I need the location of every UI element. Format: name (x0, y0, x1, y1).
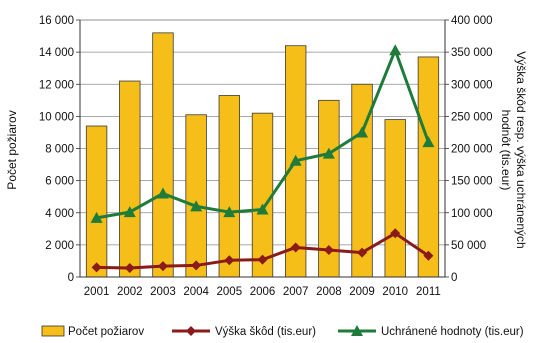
x-tick-label: 2011 (416, 286, 441, 298)
x-tick-label: 2004 (183, 286, 209, 298)
point-saved (422, 136, 435, 148)
x-tick-label: 2009 (349, 286, 375, 298)
x-tick-label: 2003 (150, 286, 176, 298)
point-damage (257, 254, 268, 265)
point-damage (191, 260, 202, 271)
x-tick-label: 2008 (316, 286, 342, 298)
point-damage (390, 228, 401, 239)
axes: 0 2 000 4 000 6 000 8 000 10 000 12 000 14 000 1… (39, 15, 493, 298)
right-tick-label: 100 000 (451, 208, 493, 220)
bar-pocet-poziarov (185, 114, 207, 278)
bar-pocet-poziarov (119, 80, 141, 278)
left-axis-title: Počet požiarov (5, 110, 19, 189)
right-tick-label: 250 000 (451, 111, 493, 123)
right-tick-label: 50 000 (451, 240, 486, 252)
point-damage (91, 262, 102, 273)
x-tick-label: 2010 (382, 286, 408, 298)
right-tick-label: 0 (451, 272, 457, 284)
point-damage (224, 255, 235, 266)
legend-bar-swatch (41, 325, 65, 337)
point-damage (323, 245, 334, 256)
point-saved (356, 126, 369, 138)
point-saved (190, 200, 203, 212)
right-tick-label: 150 000 (451, 176, 493, 188)
bar-pocet-poziarov (384, 119, 406, 278)
point-saved (389, 44, 402, 56)
legend-bar-label: Počet požiarov (68, 326, 144, 338)
left-tick-label: 4 000 (45, 208, 74, 220)
x-tick-label: 2007 (283, 286, 309, 298)
legend-saved-label: Uchránené hodnoty (tis.eur) (381, 326, 524, 338)
left-tick-label: 2 000 (45, 240, 74, 252)
point-saved (289, 154, 302, 166)
right-tick-label: 350 000 (451, 47, 493, 59)
legend-damage-label: Výška škôd (tis.eur) (215, 326, 316, 338)
right-axis-title-line1: Výška škôd resp. výška uchránených (514, 51, 528, 248)
point-saved (223, 206, 236, 218)
x-tick-label: 2005 (217, 286, 243, 298)
point-damage (290, 242, 301, 253)
x-tick-label: 2002 (117, 286, 143, 298)
x-tick-label: 2006 (250, 286, 276, 298)
left-tick-label: 10 000 (39, 111, 74, 123)
bar-pocet-poziarov (218, 95, 241, 278)
point-saved (123, 206, 136, 218)
point-damage (157, 261, 168, 272)
point-saved (90, 211, 103, 223)
right-tick-label: 300 000 (451, 79, 493, 91)
line-series (90, 44, 435, 274)
point-damage (357, 247, 368, 258)
x-tick-label: 2001 (84, 286, 110, 298)
bar-pocet-poziarov (417, 56, 440, 278)
point-saved (256, 203, 269, 215)
bar-pocet-poziarov (251, 112, 274, 278)
right-axis-title: Výška škôd resp. výška uchránených hodnô… (499, 51, 528, 248)
left-tick-label: 16 000 (39, 15, 74, 27)
left-tick-label: 8 000 (45, 144, 74, 156)
right-tick-label: 200 000 (451, 144, 493, 156)
bar-pocet-poziarov (152, 32, 174, 278)
point-saved (322, 147, 335, 159)
point-damage (124, 263, 135, 274)
right-tick-label: 400 000 (451, 15, 493, 27)
point-saved (156, 187, 169, 199)
left-tick-label: 14 000 (39, 47, 74, 59)
bar-pocet-poziarov (85, 125, 108, 278)
point-damage (423, 250, 434, 261)
legend-damage-marker (186, 326, 196, 336)
left-tick-label: 0 (68, 272, 74, 284)
legend: Počet požiarov Výška škôd (tis.eur) Uchr… (41, 325, 524, 338)
left-tick-label: 6 000 (45, 176, 74, 188)
legend-saved-marker (351, 325, 363, 336)
left-tick-label: 12 000 (39, 79, 74, 91)
right-axis-title-line2: hodnôt (tis.eur) (499, 110, 513, 191)
